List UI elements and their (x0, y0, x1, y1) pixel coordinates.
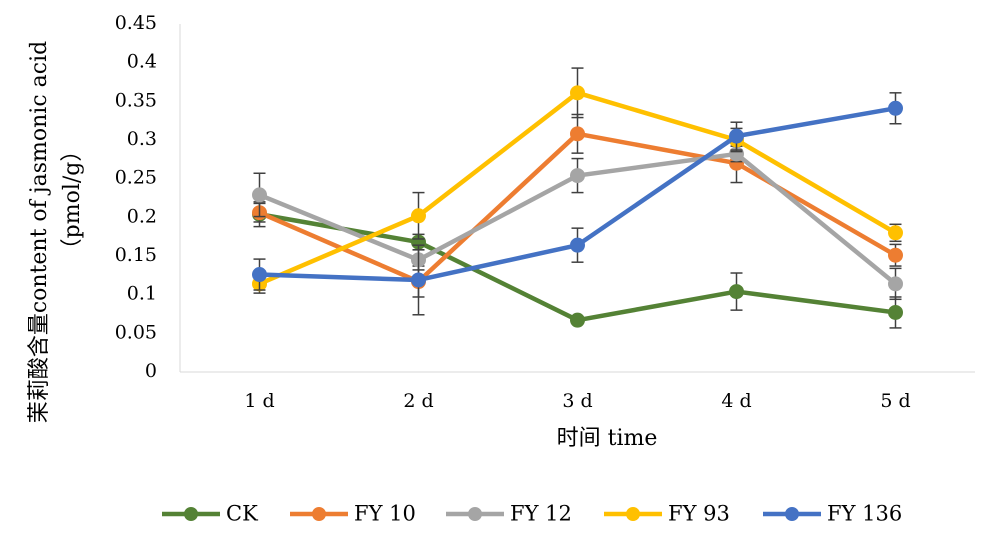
data-point (411, 272, 426, 288)
data-point (888, 304, 903, 320)
data-point (252, 267, 267, 283)
y-tick-label: 0.05 (115, 321, 157, 343)
y-tick-label: 0 (145, 360, 157, 382)
data-point (411, 208, 426, 224)
series-ck (252, 201, 903, 329)
legend-label: FY 10 (354, 502, 416, 526)
x-tick-label: 3 d (562, 390, 592, 412)
y-tick-label: 0.25 (115, 167, 157, 189)
x-tick-label: 1 d (244, 390, 274, 412)
y-tick-label: 0.2 (127, 205, 157, 227)
legend-item: CK (162, 502, 258, 526)
legend-label: FY 12 (510, 502, 572, 526)
legend-item: FY 10 (290, 502, 416, 526)
series-fy-136 (252, 92, 903, 316)
y-tick-labels: 0 0.05 0.1 0.15 0.2 0.25 0.3 0.35 0.4 0.45 (115, 12, 157, 382)
x-tick-label: 5 d (880, 390, 910, 412)
y-tick-label: 0.4 (127, 51, 157, 73)
y-tick-label: 0.45 (115, 12, 157, 34)
data-point (570, 312, 585, 328)
legend-label: FY 93 (668, 502, 730, 526)
data-point (888, 247, 903, 263)
legend-item: FY 136 (763, 502, 902, 526)
data-point (252, 187, 267, 203)
y-tick-label: 0.3 (127, 128, 157, 150)
legend-label: CK (226, 502, 258, 526)
x-axis-title: 时间 time (557, 426, 658, 451)
legend-item: FY 12 (446, 502, 572, 526)
data-point (729, 284, 744, 300)
data-point (570, 237, 585, 253)
legend-marker (184, 507, 198, 521)
data-point (570, 126, 585, 142)
legend-label: FY 136 (827, 502, 902, 526)
x-tick-label: 4 d (721, 390, 751, 412)
y-axis-unit: （pmol/g） (60, 140, 85, 261)
data-point (888, 225, 903, 241)
y-axis-title: 茉莉酸含量content of jasmonic acid (27, 41, 52, 423)
legend: CK FY 10 FY 12 FY 93 FY 136 (162, 502, 902, 526)
legend-item: FY 93 (604, 502, 730, 526)
legend-marker (626, 507, 640, 521)
data-point (570, 168, 585, 184)
series-layer (252, 67, 903, 329)
legend-marker (468, 507, 482, 521)
legend-marker (785, 507, 799, 521)
y-tick-label: 0.15 (115, 244, 157, 266)
y-tick-label: 0.35 (115, 89, 157, 111)
y-tick-label: 0.1 (127, 283, 157, 305)
data-point (570, 85, 585, 101)
data-point (729, 128, 744, 144)
data-point (888, 276, 903, 292)
data-point (888, 100, 903, 116)
x-tick-label: 2 d (403, 390, 433, 412)
x-tick-labels: 1 d 2 d 3 d 4 d 5 d (244, 390, 910, 412)
series-fy-10 (252, 113, 903, 298)
legend-marker (312, 507, 326, 521)
